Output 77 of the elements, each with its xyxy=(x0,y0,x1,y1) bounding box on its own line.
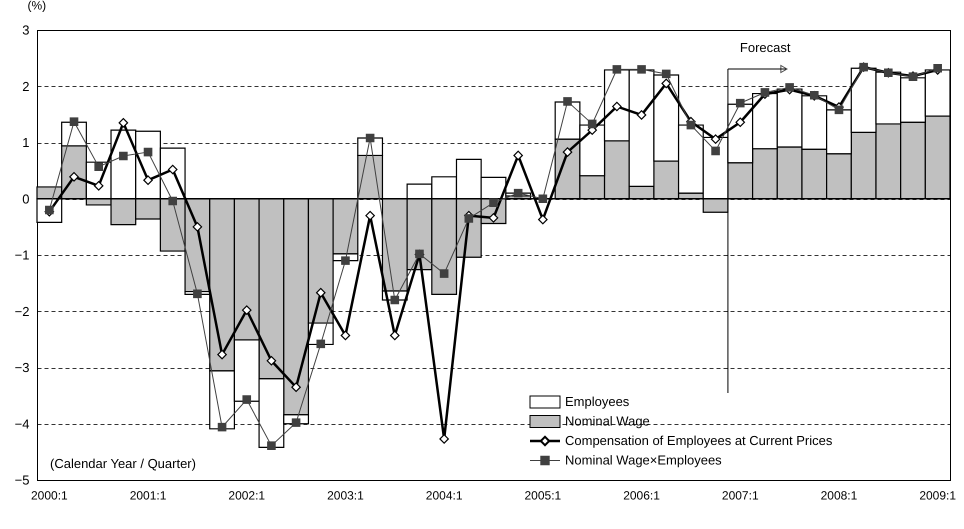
ref-line-label: Forecast xyxy=(740,40,791,55)
point xyxy=(637,65,646,74)
point xyxy=(242,395,252,404)
point xyxy=(94,181,104,191)
point xyxy=(662,70,671,78)
point xyxy=(588,120,597,128)
point xyxy=(636,110,646,120)
x-tick-label: 2002:1 xyxy=(228,488,266,502)
point xyxy=(341,256,350,265)
point xyxy=(514,188,522,198)
point xyxy=(439,434,449,444)
point xyxy=(489,198,498,207)
legend-label: Compensation of Employees at Current Prices xyxy=(565,433,833,448)
point xyxy=(94,162,103,171)
legend-label: Employees xyxy=(565,394,630,409)
point xyxy=(316,340,326,348)
point xyxy=(217,350,227,360)
point xyxy=(118,118,128,128)
y-tick-label: −2 xyxy=(14,304,30,319)
point xyxy=(144,148,152,156)
x-tick-label: 2006:1 xyxy=(623,488,660,502)
x-tick-label: 2001:1 xyxy=(130,488,167,502)
point xyxy=(70,117,78,126)
y-tick-label: 3 xyxy=(22,22,30,38)
annotation: (Calendar Year / Quarter) xyxy=(50,456,196,471)
y-tick-label: −1 xyxy=(14,248,30,262)
point xyxy=(242,305,252,315)
point xyxy=(267,441,276,450)
point xyxy=(291,382,301,392)
point xyxy=(464,214,474,223)
point xyxy=(711,146,720,156)
x-tick-label: 2003:1 xyxy=(327,488,364,502)
x-tick-label: 2000:1 xyxy=(30,488,68,502)
y-tick-label: −4 xyxy=(14,416,30,432)
x-tick-label: 2008:1 xyxy=(820,488,858,502)
point xyxy=(168,196,178,206)
legend-label: Nominal Wage xyxy=(565,414,650,428)
point xyxy=(266,356,276,366)
point xyxy=(834,106,844,114)
point xyxy=(340,330,350,340)
point xyxy=(612,102,622,112)
point xyxy=(538,214,548,224)
point xyxy=(440,269,448,278)
x-tick-label: 2004:1 xyxy=(426,488,463,502)
point xyxy=(562,147,572,157)
point xyxy=(69,172,79,182)
point xyxy=(686,120,696,130)
point xyxy=(218,422,226,432)
point xyxy=(168,164,178,174)
point xyxy=(143,175,153,185)
point xyxy=(119,152,128,160)
y-tick-label: 1 xyxy=(22,135,30,150)
point xyxy=(366,134,374,142)
point xyxy=(735,117,746,128)
point xyxy=(488,213,498,223)
point xyxy=(785,83,794,92)
point xyxy=(612,65,622,74)
point xyxy=(193,290,202,298)
legend-label: Nominal Wage×Employees xyxy=(565,452,722,468)
x-tick-label: 2009:1 xyxy=(919,488,956,502)
point xyxy=(316,288,326,298)
point xyxy=(563,97,572,106)
point xyxy=(365,210,375,220)
point xyxy=(736,98,745,108)
x-tick-label: 2005:1 xyxy=(524,488,562,502)
y-tick-label: 2 xyxy=(22,78,30,94)
point xyxy=(390,330,400,340)
point xyxy=(710,134,720,144)
y-tick-label: −5 xyxy=(14,472,30,488)
point xyxy=(538,194,548,204)
point xyxy=(661,78,672,88)
point xyxy=(192,222,202,232)
y-tick-label: 0 xyxy=(22,191,30,206)
y-tick-label: −3 xyxy=(14,360,30,375)
y-axis-title: (%) xyxy=(28,0,46,12)
x-tick-label: 2007:1 xyxy=(722,488,759,502)
point xyxy=(513,150,523,160)
